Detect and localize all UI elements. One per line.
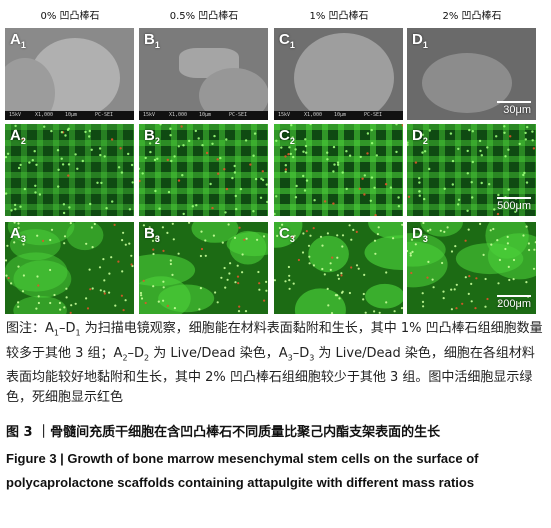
panel-label: A1 [10,31,26,50]
panel-c2-livedead: C2 [274,124,403,216]
panel-label: C3 [279,225,295,244]
panel-b3-livedead: B3 [139,222,268,314]
panel-label: B3 [144,225,160,244]
fluorescence-grid [274,124,403,216]
panel-d2-livedead: 500μm D2 [407,124,536,216]
panel-a1-sem: 15kV X1,000 10μm PC-SEI A1 [5,28,134,120]
panel-b1-sem: 15kV X1,000 10μm PC-SEI B1 [139,28,268,120]
panel-d1-sem: 30μm D1 [407,28,536,120]
panel-a3-livedead: A3 [5,222,134,314]
fluorescence-field [407,222,536,314]
fluorescence-field [139,222,268,314]
figure-title-english: Figure 3 | Growth of bone marrow mesench… [6,451,479,490]
fluorescence-grid [5,124,134,216]
fluorescence-grid [139,124,268,216]
panel-c1-sem: 15kV X1,000 10μm PC-SEI C1 [274,28,403,120]
column-header-1pct: 1% 凹凸棒石 [309,11,369,22]
column-header-2pct: 2% 凹凸棒石 [442,11,502,22]
panel-b2-livedead: B2 [139,124,268,216]
panel-label: D2 [412,127,428,146]
panel-label: C2 [279,127,295,146]
scale-bar: 30μm [497,101,531,116]
figure-caption: 图注：A1–D1 为扫描电镜观察，细胞能在材料表面黏附和生长，其中 1% 凹凸棒… [6,321,543,406]
fluorescence-grid [407,124,536,216]
panel-label: A3 [10,225,26,244]
panel-label: D3 [412,225,428,244]
fluorescence-field [274,222,403,314]
column-header-0pct: 0% 凹凸棒石 [40,11,100,22]
panel-label: D1 [412,31,428,50]
figure-title-chinese: 图 3 ｜骨髓间充质干细胞在含凹凸棒石不同质量比聚己内酯支架表面的生长 [6,425,441,440]
scale-bar: 200μm [497,295,531,310]
panel-label: C1 [279,31,295,50]
panel-d3-livedead: 200μm D3 [407,222,536,314]
fluorescence-field [5,222,134,314]
panel-a2-livedead: A2 [5,124,134,216]
panel-label: A2 [10,127,26,146]
column-header-0.5pct: 0.5% 凹凸棒石 [169,11,239,22]
figure-3: 0% 凹凸棒石 0.5% 凹凸棒石 1% 凹凸棒石 2% 凹凸棒石 15kV X1… [5,11,536,314]
panel-label: B2 [144,127,160,146]
scale-bar: 500μm [497,197,531,212]
panel-label: B1 [144,31,160,50]
panel-c3-livedead: C3 [274,222,403,314]
